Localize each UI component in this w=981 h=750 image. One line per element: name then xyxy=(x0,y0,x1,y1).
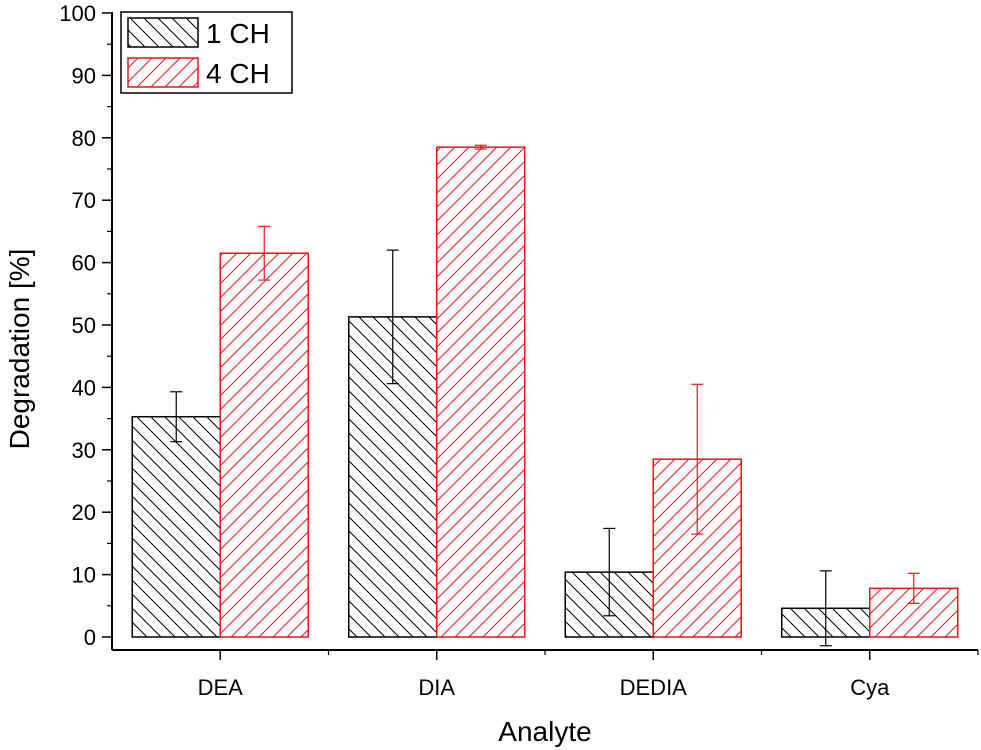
legend-label-4ch: 4 CH xyxy=(206,58,270,89)
error-bar-dia-4ch xyxy=(474,144,487,150)
legend: 1 CH 4 CH xyxy=(120,11,293,94)
error-bar-dedia-4ch xyxy=(691,383,704,535)
error-bar-dedia-1ch xyxy=(603,527,616,617)
x-tick-label-cya: Cya xyxy=(850,675,890,700)
error-bars-layer xyxy=(170,144,920,647)
bar-dea-1ch xyxy=(131,415,221,638)
y-tick-label: 100 xyxy=(59,1,96,26)
error-bar-dea-1ch xyxy=(170,391,183,443)
legend-swatch-4ch xyxy=(127,57,199,88)
y-tick-label: 40 xyxy=(72,375,96,400)
y-tick-label: 50 xyxy=(72,313,96,338)
error-bar-dea-4ch xyxy=(258,225,271,281)
y-axis-title: Degradation [%] xyxy=(4,249,35,450)
legend-label-1ch: 1 CH xyxy=(206,18,270,49)
bar-dea-4ch xyxy=(219,252,309,638)
y-tick-label: 0 xyxy=(84,625,96,650)
y-tick-label: 90 xyxy=(72,63,96,88)
error-bar-cya-1ch xyxy=(819,570,832,647)
legend-swatch-1ch xyxy=(127,17,199,48)
bar-dia-4ch xyxy=(436,146,526,638)
bars-layer xyxy=(131,146,959,638)
axes-layer: 0 10 20 30 40 50 60 70 80 90 100 DEA DIA DEDIA Cya xyxy=(59,1,979,700)
y-tick-label: 70 xyxy=(72,188,96,213)
y-tick-label: 10 xyxy=(72,563,96,588)
y-tick-label: 20 xyxy=(72,500,96,525)
x-tick-label-dia: DIA xyxy=(418,675,455,700)
error-bar-cya-4ch xyxy=(907,572,920,604)
bar-cya-4ch xyxy=(869,587,959,638)
y-tick-label: 60 xyxy=(72,251,96,276)
x-tick-label-dea: DEA xyxy=(198,675,244,700)
x-axis-title: Analyte xyxy=(498,716,591,747)
y-tick-label: 80 xyxy=(72,126,96,151)
x-tick-label-dedia: DEDIA xyxy=(620,675,688,700)
y-tick-label: 30 xyxy=(72,438,96,463)
error-bar-dia-1ch xyxy=(386,249,399,385)
